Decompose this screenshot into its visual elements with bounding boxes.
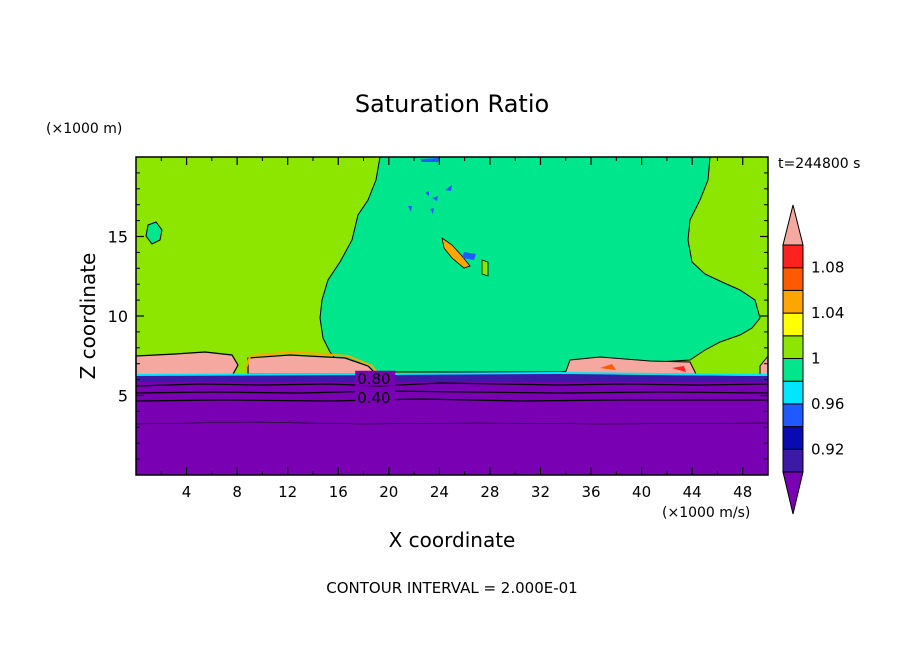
x-tick-label: 12 <box>278 483 297 501</box>
contour-label: 0.80 <box>357 370 390 388</box>
colorbar-high-arrow <box>782 204 804 246</box>
region-near-saturation-small <box>145 221 163 245</box>
y-axis-ticks: 5 10 15 <box>108 172 768 460</box>
x-tick-label: 4 <box>182 483 192 501</box>
chart-title: Saturation Ratio <box>355 90 549 118</box>
colorbar-box <box>782 289 804 314</box>
region-near-saturation <box>319 156 761 373</box>
colorbar-box <box>782 267 804 291</box>
patch-upper-1 <box>441 237 471 269</box>
x-axis-ticks: 4 8 12 16 20 24 28 32 36 40 44 48 <box>160 157 752 501</box>
colorbar-box <box>782 335 804 359</box>
colorbar-box <box>782 312 804 337</box>
colorbar-box <box>782 426 804 450</box>
supersaturated-core-right <box>600 364 616 370</box>
x-tick-label: 48 <box>733 483 752 501</box>
colorbar-box <box>782 244 804 269</box>
supersaturated-edge-mid <box>244 350 379 375</box>
colorbar-label: 1.08 <box>811 259 844 277</box>
x-tick-label: 8 <box>232 483 242 501</box>
colorbar-label: 1.04 <box>811 304 844 322</box>
colorbar-box <box>782 358 804 382</box>
x-axis-label: X coordinate <box>389 528 516 552</box>
x-tick-label: 40 <box>632 483 651 501</box>
colorbar-box <box>782 380 804 405</box>
patch-upper-2 <box>462 252 476 260</box>
layer-transition-blue <box>136 374 768 382</box>
colorbar-low-arrow <box>782 471 804 515</box>
patch-top-1 <box>420 158 440 162</box>
contour-line-0-60 <box>135 390 769 394</box>
time-label: t=244800 s <box>778 156 860 172</box>
x-tick-label: 36 <box>581 483 600 501</box>
saturation-field <box>135 156 769 475</box>
contour-labels: 0.800.40 <box>355 370 396 407</box>
x-tick-label: 16 <box>329 483 348 501</box>
contour-label-bg <box>355 389 396 405</box>
colorbar: 0.92 0.96 1 1.04 1.08 <box>782 204 844 515</box>
x-unit-label: (×1000 m/s) <box>662 505 750 521</box>
colorbar-label: 0.92 <box>811 440 844 458</box>
x-tick-label: 44 <box>683 483 702 501</box>
contour-line-0-80 <box>135 382 769 387</box>
y-tick-label: 5 <box>118 387 128 406</box>
patch-upper-3 <box>481 259 489 277</box>
contour-label: 0.40 <box>357 389 390 407</box>
y-tick-label: 15 <box>108 228 128 247</box>
colorbar-label: 1 <box>811 350 821 368</box>
colorbar-box <box>782 448 804 473</box>
supersaturated-core-right-2 <box>672 366 686 372</box>
x-tick-label: 32 <box>531 483 550 501</box>
contour-interval-footer: CONTOUR INTERVAL = 2.000E-01 <box>326 579 577 597</box>
layer-transition-cyan <box>135 371 769 376</box>
colorbar-box <box>782 403 804 428</box>
contour-line-0-20 <box>135 421 769 425</box>
x-tick-label: 24 <box>430 483 449 501</box>
supersaturated-layer-left <box>135 351 239 377</box>
layer-dry-purple <box>136 381 768 475</box>
x-tick-label: 28 <box>480 483 499 501</box>
contour-label-bg <box>355 370 396 386</box>
x-tick-label: 20 <box>379 483 398 501</box>
contour-line-0-40 <box>135 398 768 402</box>
y-axis-label: Z coordinate <box>76 253 100 380</box>
colorbar-label: 0.96 <box>811 395 844 413</box>
y-tick-label: 10 <box>108 307 128 326</box>
y-unit-label: (×1000 m) <box>46 121 122 137</box>
